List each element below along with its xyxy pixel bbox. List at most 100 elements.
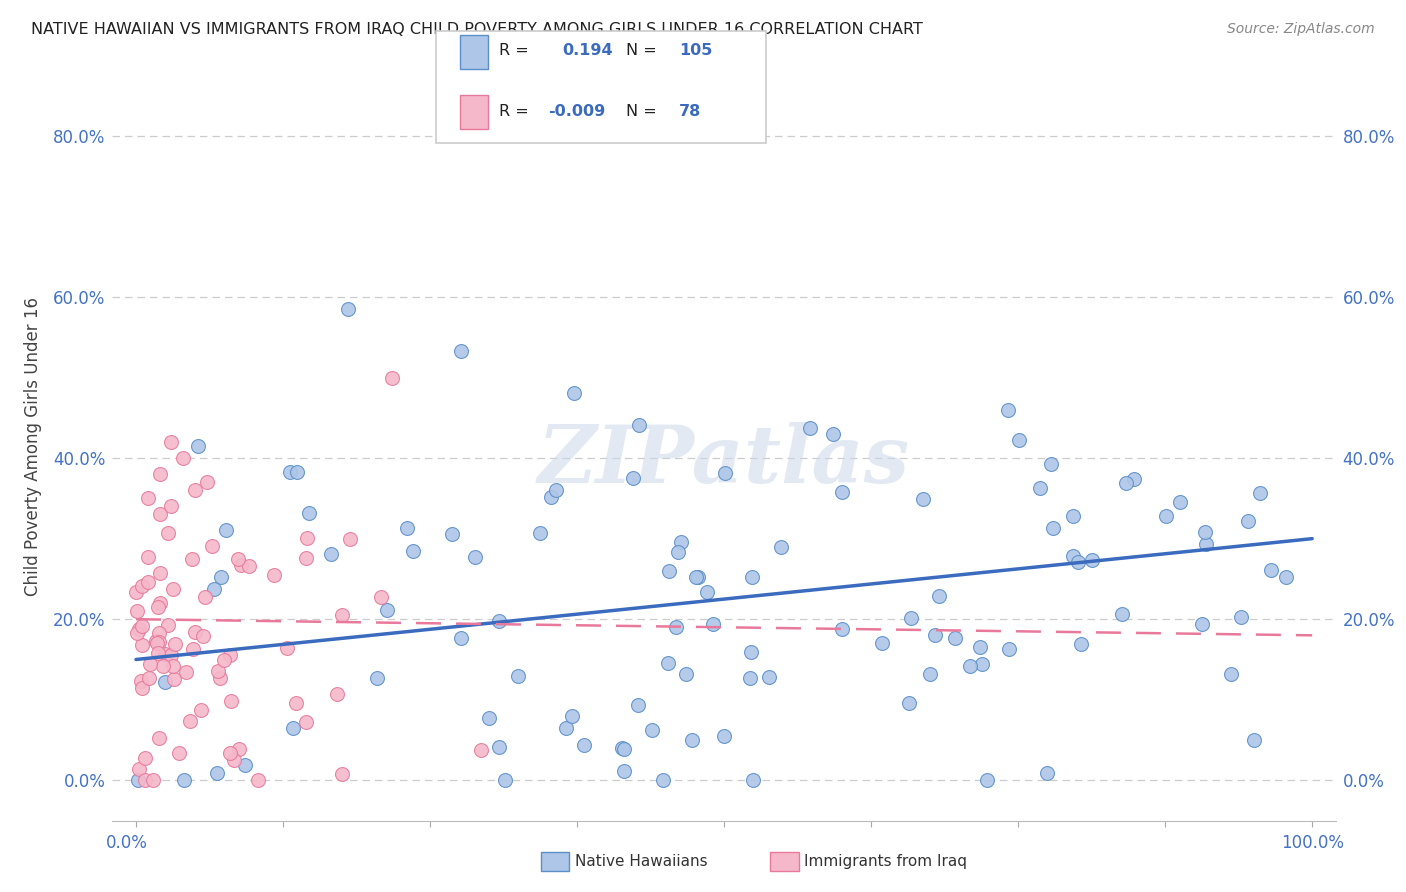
Point [1062,549,1084,564]
Point [1036,766,1059,780]
Point [470,742,492,756]
Point [758,670,780,684]
Point [337,302,360,317]
Point [160,434,183,449]
Point [1191,616,1213,631]
Point [1249,485,1271,500]
Point [969,640,991,655]
Point [146,636,169,650]
Point [741,773,763,788]
Point [212,653,235,667]
Point [330,607,353,622]
Text: 78: 78 [679,104,702,119]
Point [153,647,176,661]
Point [298,506,321,520]
Point [176,665,198,680]
Text: R =: R = [499,44,529,58]
Text: R =: R = [499,104,529,119]
Point [156,525,179,540]
Point [179,714,201,728]
Text: N =: N = [626,44,657,58]
Text: NATIVE HAWAIIAN VS IMMIGRANTS FROM IRAQ CHILD POVERTY AMONG GIRLS UNDER 16 CORRE: NATIVE HAWAIIAN VS IMMIGRANTS FROM IRAQ … [31,22,922,37]
Point [997,402,1019,417]
Point [713,729,735,743]
Point [194,590,217,604]
Point [190,703,212,717]
Point [1154,509,1177,524]
Point [131,619,153,633]
Point [238,558,260,573]
Point [127,773,149,788]
Point [900,611,922,625]
Point [1007,434,1029,448]
Point [976,773,998,788]
Point [125,626,148,640]
Point [207,766,229,780]
Point [128,762,150,776]
Point [148,646,170,660]
Text: ZIPatlas: ZIPatlas [538,422,910,500]
Point [714,466,737,480]
Point [233,758,256,772]
Point [209,570,232,584]
Point [628,417,651,432]
Point [165,637,187,651]
Point [1040,457,1063,471]
Point [1275,570,1298,584]
Point [740,644,762,658]
Point [285,696,308,710]
Point [276,640,298,655]
Point [488,614,510,628]
Point [702,616,724,631]
Point [529,526,551,541]
Point [131,681,153,696]
Point [1115,475,1137,490]
Point [134,750,156,764]
Point [207,664,229,678]
Point [295,551,318,566]
Point [222,753,245,767]
Point [136,550,159,565]
Point [681,733,703,747]
Point [172,451,194,466]
Point [163,673,186,687]
Point [870,635,893,649]
Point [160,648,183,663]
Point [918,666,941,681]
Point [148,626,170,640]
Point [209,671,232,685]
Point [740,671,762,685]
Point [231,558,253,573]
Point [1243,732,1265,747]
Point [152,659,174,673]
Point [125,585,148,599]
Text: 100.0%: 100.0% [1281,834,1344,852]
Point [201,539,224,553]
Point [129,674,152,689]
Point [221,693,243,707]
Point [395,521,418,535]
Point [281,721,304,735]
Point [741,570,763,584]
Point [440,526,463,541]
Point [1229,610,1251,624]
Point [1168,495,1191,509]
Point [1070,637,1092,651]
Point [285,465,308,479]
Point [943,631,966,645]
Point [173,773,195,788]
Point [1194,525,1216,540]
Point [295,531,318,545]
Point [228,551,250,566]
Point [294,715,316,730]
Point [450,631,472,645]
Point [1195,537,1218,551]
Point [997,641,1019,656]
Text: Source: ZipAtlas.com: Source: ZipAtlas.com [1227,22,1375,37]
Point [381,370,404,384]
Point [202,582,225,596]
Point [675,666,697,681]
Point [125,604,148,618]
Point [640,723,662,738]
Point [1220,667,1243,681]
